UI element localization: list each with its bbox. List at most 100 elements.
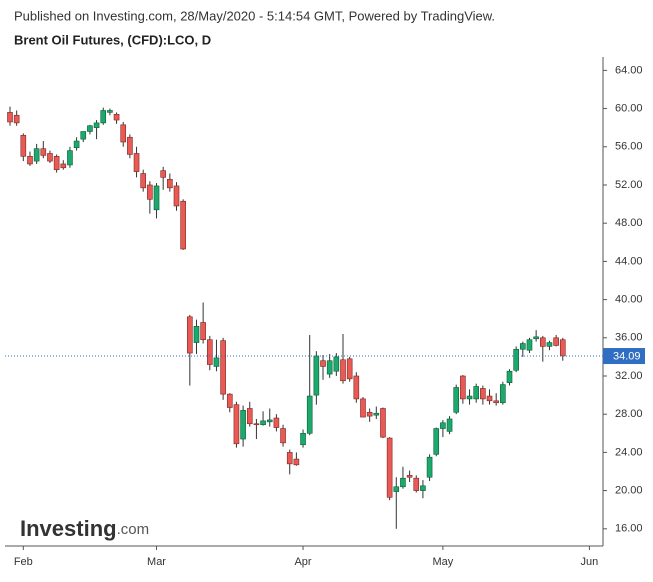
candle-body — [453, 387, 460, 413]
candle-body — [480, 388, 486, 400]
candle-body — [546, 342, 553, 347]
candle-body — [493, 400, 499, 404]
candle-body — [7, 112, 13, 123]
candle-body — [160, 170, 166, 178]
logo-main: Investing — [20, 516, 117, 541]
candle-body — [187, 316, 193, 354]
candle-body — [20, 135, 27, 157]
candle-body — [40, 148, 47, 156]
candle-body — [380, 408, 386, 438]
candle-body — [207, 339, 213, 365]
candle-body — [426, 456, 433, 478]
candle-body — [440, 422, 446, 429]
candle-body — [266, 419, 273, 423]
logo-suffix: .com — [117, 521, 150, 538]
candle-body — [333, 356, 340, 372]
candle-body — [473, 386, 480, 400]
candle-body — [373, 412, 380, 416]
candle-body — [113, 114, 120, 121]
candle-body — [53, 156, 60, 170]
candle-body — [127, 136, 133, 155]
y-tick-label: 60.00 — [615, 102, 643, 114]
candle-body — [253, 423, 260, 426]
candle-body — [486, 395, 493, 402]
y-tick-label: 36.00 — [615, 332, 643, 344]
candle-body — [320, 360, 326, 367]
candle-body — [513, 348, 519, 371]
candle-body — [406, 475, 413, 478]
candle-body — [460, 375, 466, 400]
y-tick-label: 24.00 — [615, 446, 643, 458]
y-tick-label: 52.00 — [615, 179, 643, 191]
candle-body — [33, 148, 40, 162]
candle-body — [240, 410, 246, 440]
candle-body — [67, 150, 73, 166]
candle-body — [200, 322, 206, 341]
candle-body — [140, 173, 146, 189]
last-price-label: 34.09 — [613, 350, 641, 362]
candle-body — [433, 428, 440, 455]
candle-body — [107, 110, 113, 113]
candle-body — [27, 156, 33, 165]
candle-body — [13, 114, 20, 124]
candle-body — [293, 458, 300, 466]
candle-body — [87, 125, 93, 132]
candle-body — [133, 153, 140, 172]
candle-body — [360, 398, 366, 418]
y-tick-label: 40.00 — [615, 293, 643, 305]
x-tick-label: May — [433, 556, 454, 568]
candle-body — [446, 418, 453, 432]
x-tick-label: Apr — [294, 556, 311, 568]
candle-body — [220, 340, 226, 395]
candle-body — [213, 357, 220, 367]
candle-body — [353, 375, 360, 400]
last-price-box — [603, 348, 645, 365]
candle-body — [306, 395, 313, 434]
candle-body — [400, 477, 406, 488]
y-tick-label: 48.00 — [615, 217, 643, 229]
candle-body — [553, 337, 559, 346]
candle-body — [47, 153, 53, 162]
y-tick-label: 20.00 — [615, 485, 643, 497]
logo: Investing.com — [20, 516, 149, 541]
candle-body — [233, 404, 240, 445]
candle-body — [346, 358, 353, 380]
y-tick-label: 32.00 — [615, 370, 643, 382]
candle-body — [73, 140, 80, 149]
candle-body — [193, 326, 200, 343]
candle-body — [313, 355, 320, 396]
candle-body — [93, 122, 100, 128]
candle-body — [539, 337, 546, 347]
candle-body — [153, 185, 160, 211]
candle-body — [147, 184, 153, 200]
candle-body — [300, 433, 306, 446]
candle-body — [526, 339, 533, 351]
candle-body — [420, 485, 426, 491]
x-tick-label: Mar — [147, 556, 166, 568]
candle-body — [100, 110, 107, 124]
candle-body — [180, 200, 186, 250]
candle-body — [246, 408, 253, 425]
candle-body — [167, 178, 173, 189]
y-tick-label: 28.00 — [615, 408, 643, 420]
y-tick-label: 16.00 — [615, 523, 643, 535]
candle-body — [466, 395, 473, 400]
candle-body — [260, 420, 266, 426]
candle-body — [226, 393, 233, 408]
candle-body — [120, 124, 127, 143]
candle-body — [500, 384, 506, 404]
candle-body — [413, 477, 420, 491]
candle-body — [340, 359, 346, 382]
candle-body — [559, 339, 566, 357]
chart-title: Brent Oil Futures, (CFD):LCO, D — [14, 32, 211, 47]
candle-body — [286, 452, 293, 465]
y-tick-label: 64.00 — [615, 64, 643, 76]
y-tick-label: 44.00 — [615, 255, 643, 267]
x-tick-label: Jun — [581, 556, 599, 568]
candle-body — [273, 417, 280, 428]
candle-body — [506, 370, 513, 383]
published-note: Published on Investing.com, 28/May/2020 … — [14, 8, 495, 23]
candle-body — [80, 131, 87, 140]
